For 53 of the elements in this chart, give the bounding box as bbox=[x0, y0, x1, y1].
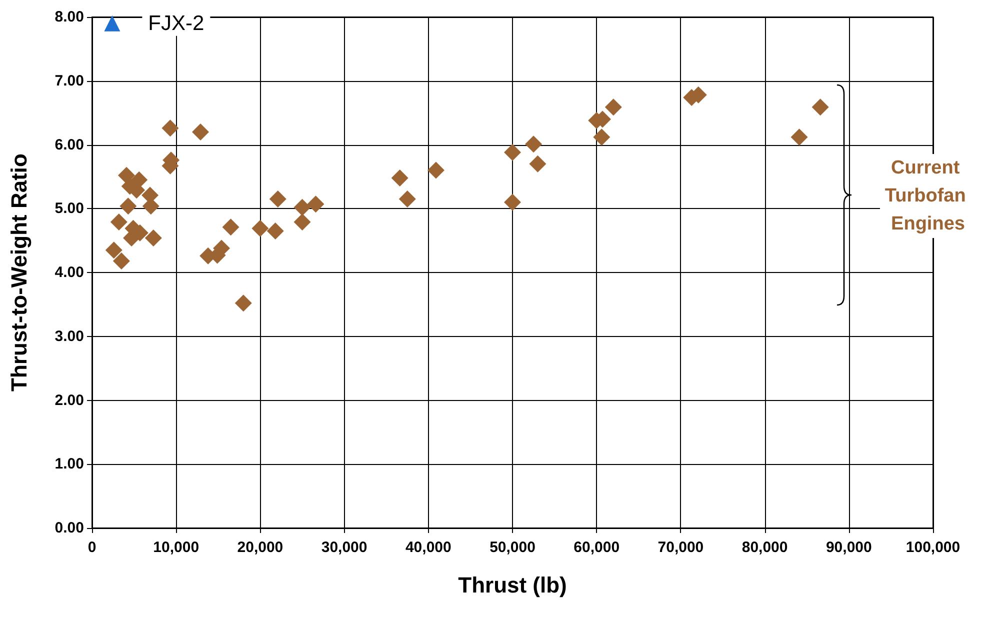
point bbox=[398, 190, 416, 208]
point bbox=[252, 220, 269, 237]
annotation: Current Turbofan Engines bbox=[884, 158, 972, 234]
x-tick-label: 20,000 bbox=[237, 539, 284, 556]
point bbox=[790, 128, 808, 146]
point bbox=[192, 123, 209, 140]
x-tick-label: 100,000 bbox=[906, 539, 960, 556]
x-tick-label: 90,000 bbox=[826, 539, 872, 556]
point bbox=[391, 169, 408, 186]
point bbox=[110, 214, 128, 231]
point bbox=[144, 230, 162, 247]
x-axis-title: Thrust (lb) bbox=[458, 572, 567, 598]
y-tick-label: 4.00 bbox=[54, 264, 84, 281]
point bbox=[222, 218, 240, 236]
y-tick-label: 7.00 bbox=[54, 72, 84, 90]
point bbox=[118, 166, 135, 184]
point bbox=[162, 120, 179, 137]
series-label: FJX-2 bbox=[148, 12, 204, 35]
point bbox=[112, 252, 130, 270]
point bbox=[105, 242, 122, 259]
point bbox=[525, 136, 542, 153]
point bbox=[266, 222, 284, 240]
point bbox=[234, 294, 252, 312]
point bbox=[104, 15, 120, 32]
y-tick-label: 6.00 bbox=[54, 136, 84, 154]
point bbox=[269, 190, 286, 208]
point bbox=[130, 171, 148, 188]
point bbox=[427, 162, 444, 179]
point bbox=[604, 98, 622, 116]
point bbox=[307, 196, 324, 213]
point bbox=[593, 128, 610, 146]
x-tick-label: 50,000 bbox=[490, 539, 536, 556]
point bbox=[294, 198, 311, 216]
x-tick-label: 70,000 bbox=[658, 539, 704, 556]
x-tick-label: 0 bbox=[88, 539, 96, 556]
y-tick-label: 1.00 bbox=[54, 456, 84, 473]
y-tick-label: 3.00 bbox=[54, 328, 84, 345]
point bbox=[504, 144, 521, 161]
y-tick-label: 2.00 bbox=[54, 392, 84, 409]
x-tick-label: 30,000 bbox=[321, 539, 368, 556]
x-tick-label: 10,000 bbox=[153, 539, 200, 556]
x-tick-label: 60,000 bbox=[574, 539, 620, 556]
point bbox=[812, 98, 829, 116]
point bbox=[294, 214, 311, 231]
point bbox=[504, 194, 521, 211]
x-tick-label: 80,000 bbox=[742, 539, 788, 556]
point bbox=[529, 155, 546, 172]
x-tick-label: 40,000 bbox=[405, 539, 452, 556]
y-tick-label: 0.00 bbox=[54, 520, 84, 536]
y-tick-label: 8.00 bbox=[54, 8, 84, 26]
y-axis-title: Thrust-to-Weight Ratio bbox=[6, 154, 32, 392]
y-tick-label: 5.00 bbox=[54, 200, 84, 218]
point bbox=[120, 198, 137, 215]
